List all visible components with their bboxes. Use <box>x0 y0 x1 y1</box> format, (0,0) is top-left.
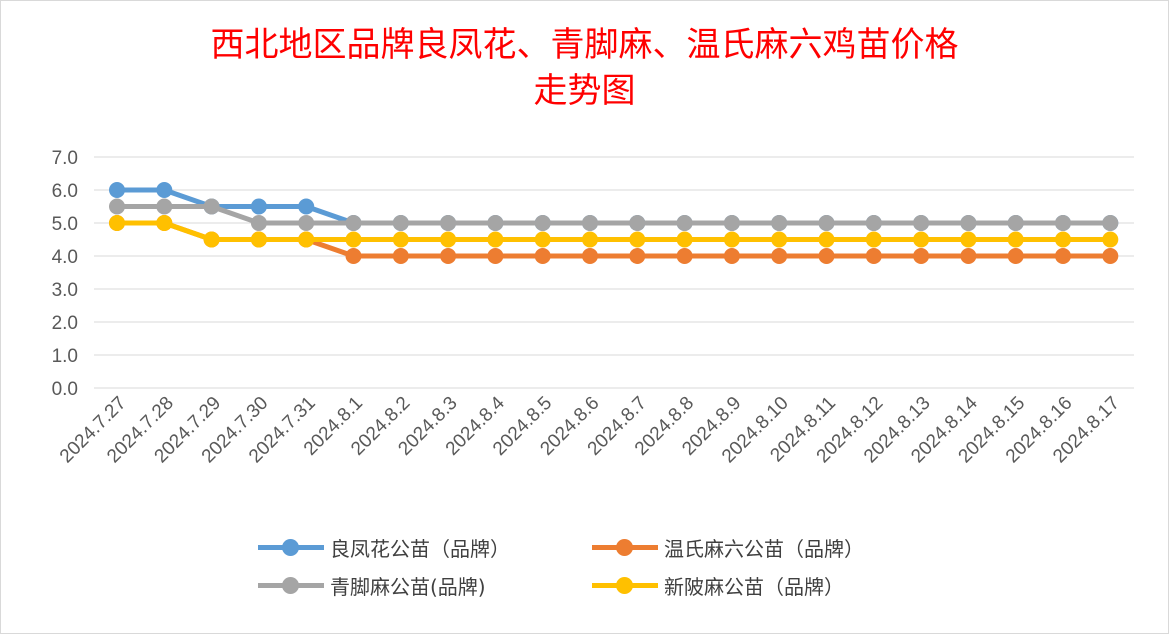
data-point[interactable] <box>1102 215 1119 231</box>
data-point[interactable] <box>1055 215 1071 231</box>
data-point[interactable] <box>534 248 551 264</box>
data-point[interactable] <box>818 248 835 264</box>
data-point[interactable] <box>629 231 646 248</box>
data-point[interactable] <box>582 248 598 264</box>
y-tick-label: 7.0 <box>52 148 78 169</box>
data-point[interactable] <box>818 215 835 231</box>
legend-marker <box>592 530 658 564</box>
data-point[interactable] <box>771 231 788 248</box>
legend-item-series-0[interactable]: 良凤花公苗（品牌） <box>258 530 510 564</box>
data-point[interactable] <box>487 231 504 248</box>
y-tick-label: 0.0 <box>52 379 78 400</box>
legend-item-series-2[interactable]: 青脚麻公苗(品牌) <box>258 568 486 602</box>
chart-title: 西北地区品牌良凤花、青脚麻、温氏麻六鸡苗价格 走势图 <box>0 22 1169 114</box>
data-point[interactable] <box>629 215 646 231</box>
data-point[interactable] <box>771 215 788 231</box>
legend-marker <box>592 568 658 602</box>
y-tick-label: 1.0 <box>52 346 78 367</box>
data-point[interactable] <box>771 248 788 264</box>
data-point[interactable] <box>960 215 977 231</box>
legend-item-series-1[interactable]: 温氏麻六公苗（品牌） <box>592 530 864 564</box>
data-point[interactable] <box>345 215 362 231</box>
data-point[interactable] <box>392 215 409 231</box>
data-point[interactable] <box>298 198 315 215</box>
data-point[interactable] <box>1102 248 1119 264</box>
series-line <box>117 204 1111 226</box>
data-point[interactable] <box>345 231 362 248</box>
legend-label: 温氏麻六公苗（品牌） <box>664 536 864 561</box>
gridlines <box>94 156 1134 389</box>
data-point[interactable] <box>534 231 551 248</box>
data-point[interactable] <box>109 198 125 215</box>
data-point[interactable] <box>676 248 693 264</box>
data-point[interactable] <box>487 248 504 264</box>
data-point[interactable] <box>960 231 977 248</box>
data-point[interactable] <box>582 215 598 231</box>
data-point[interactable] <box>818 231 835 248</box>
data-point[interactable] <box>582 231 598 248</box>
data-point[interactable] <box>960 248 977 264</box>
data-point[interactable] <box>250 215 267 231</box>
data-point[interactable] <box>156 198 173 215</box>
data-point[interactable] <box>298 215 315 231</box>
y-tick-label: 3.0 <box>52 280 78 301</box>
legend-label: 良凤花公苗（品牌） <box>330 536 510 561</box>
y-tick-label: 5.0 <box>52 214 78 235</box>
data-point[interactable] <box>298 231 315 248</box>
data-point[interactable] <box>250 231 267 248</box>
data-point[interactable] <box>203 198 220 215</box>
data-point[interactable] <box>913 231 930 248</box>
data-point[interactable] <box>913 215 930 231</box>
data-point[interactable] <box>392 248 409 264</box>
chart-title-line1: 西北地区品牌良凤花、青脚麻、温氏麻六鸡苗价格 <box>210 25 959 65</box>
y-tick-label: 4.0 <box>52 247 78 268</box>
data-point[interactable] <box>345 248 362 264</box>
data-point[interactable] <box>109 215 125 231</box>
data-point[interactable] <box>723 231 740 248</box>
data-point[interactable] <box>1055 248 1071 264</box>
data-point[interactable] <box>392 231 409 248</box>
series-line <box>117 220 1111 242</box>
series-3 <box>109 215 1119 248</box>
chart-title-line2: 走势图 <box>533 71 636 111</box>
legend-label: 新陂麻公苗（品牌） <box>664 574 844 599</box>
data-point[interactable] <box>723 248 740 264</box>
data-point[interactable] <box>203 231 220 248</box>
data-point[interactable] <box>629 248 646 264</box>
data-point[interactable] <box>440 215 457 231</box>
data-point[interactable] <box>156 182 173 198</box>
y-tick-label: 2.0 <box>52 313 78 334</box>
data-point[interactable] <box>1007 215 1024 231</box>
y-axis-ticks: 7.0 6.0 5.0 4.0 3.0 2.0 1.0 0.0 <box>52 148 78 400</box>
legend-item-series-3[interactable]: 新陂麻公苗（品牌） <box>592 568 844 602</box>
data-point[interactable] <box>250 198 267 215</box>
data-point[interactable] <box>487 215 504 231</box>
y-tick-label: 6.0 <box>52 181 78 202</box>
data-point[interactable] <box>440 248 457 264</box>
data-point[interactable] <box>156 215 173 231</box>
legend-marker <box>258 530 324 564</box>
data-point[interactable] <box>865 215 882 231</box>
data-point[interactable] <box>1055 231 1071 248</box>
data-point[interactable] <box>676 215 693 231</box>
data-point[interactable] <box>865 248 882 264</box>
data-point[interactable] <box>440 231 457 248</box>
data-point[interactable] <box>723 215 740 231</box>
data-point[interactable] <box>1007 231 1024 248</box>
x-axis-ticks: 2024.7.272024.7.282024.7.292024.7.302024… <box>56 392 1124 467</box>
legend-label: 青脚麻公苗(品牌) <box>330 574 486 599</box>
data-point[interactable] <box>109 182 125 198</box>
data-point[interactable] <box>913 248 930 264</box>
data-point[interactable] <box>865 231 882 248</box>
data-point[interactable] <box>534 215 551 231</box>
data-point[interactable] <box>1007 248 1024 264</box>
legend-marker <box>258 568 324 602</box>
data-point[interactable] <box>1102 231 1119 248</box>
series-lines <box>109 182 1119 264</box>
series-2 <box>109 198 1119 231</box>
data-point[interactable] <box>676 231 693 248</box>
